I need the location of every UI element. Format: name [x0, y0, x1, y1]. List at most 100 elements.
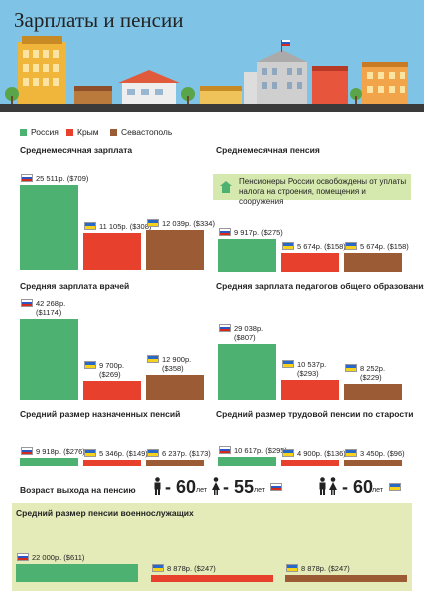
bar-russia: [20, 318, 78, 400]
bar-value-label: 3 450р. ($96): [360, 449, 405, 458]
flag-ukraine-icon: [345, 449, 357, 457]
bar-value-label: ($229): [360, 373, 382, 383]
house-icon: [220, 181, 232, 193]
bar-value-label: 4 900р. ($136): [297, 449, 346, 458]
bar-value-label: ($807): [234, 333, 256, 343]
flag-russia-icon: [219, 227, 231, 236]
flag-russia-icon: [219, 446, 231, 455]
bar-value-label: 8 878р. ($247): [301, 563, 350, 573]
bar-crimea: [151, 574, 273, 582]
bar-value-label: 6 237р. ($173): [162, 449, 211, 458]
bar-value-label: 9 700р.: [99, 361, 125, 371]
flag-ukraine-icon: [84, 221, 96, 230]
retirement-unit: лет: [196, 487, 207, 494]
bar-value-label: 12 900р.: [162, 355, 192, 365]
bar-value-label: 11 105р. ($308): [99, 221, 152, 231]
female-icon: [212, 477, 220, 495]
legend-label: Крым: [77, 127, 99, 137]
retirement-russia-female-number: 55: [234, 477, 255, 497]
bar-value-label: 22 000р. ($611): [32, 552, 85, 562]
bar-crimea: [281, 379, 339, 400]
bar-sevastopol: [146, 229, 204, 270]
bar-value-label: 8 252р.: [360, 364, 386, 374]
flag-russia-icon: [21, 446, 33, 455]
retirement-unit: лет: [372, 487, 383, 494]
bar-sevastopol: [344, 384, 402, 400]
flag-ukraine-icon: [282, 449, 294, 457]
bar-value-label: 5 346р. ($149): [99, 449, 148, 458]
female-icon: [329, 477, 337, 495]
bar-russia: [20, 457, 78, 466]
legend-swatch: [110, 128, 117, 136]
chart-title: Среднемесячная пенсия: [216, 145, 320, 155]
retirement-russia-male-number: 60: [176, 477, 197, 497]
retirement-unit: лет: [254, 487, 265, 494]
bar-crimea: [281, 252, 339, 272]
chart-title: Средний размер трудовой пенсии по старос…: [216, 409, 414, 419]
bar-crimea: [83, 460, 141, 466]
flag-ukraine-icon: [345, 241, 357, 250]
flag-ukraine-icon: [389, 483, 401, 491]
male-icon: [154, 477, 161, 495]
retirement-heading: Возраст выхода на пенсию: [20, 485, 136, 495]
header-ground: [0, 104, 424, 112]
legend-crimea: Крым: [66, 127, 99, 137]
chart-title: Средний размер пенсии военнослужащих: [16, 508, 194, 518]
bar-value-label: 8 878р. ($247): [167, 563, 216, 573]
flag-ukraine-icon: [152, 563, 164, 572]
bar-russia: [16, 563, 138, 582]
flag-ukraine-icon: [345, 364, 357, 373]
chart-title: Средняя зарплата врачей: [20, 281, 130, 291]
bar-value-label: ($358): [162, 364, 184, 374]
bar-value-label: 5 674р. ($158): [297, 241, 346, 251]
bar-value-label: 42 268р.: [36, 298, 66, 308]
chart-title: Средний размер назначенных пенсий: [20, 409, 181, 419]
flag-ukraine-icon: [147, 218, 159, 227]
bar-value-label: 9 917р. ($275): [234, 227, 283, 237]
bar-value-label: ($293): [297, 368, 319, 378]
legend-swatch: [66, 128, 73, 136]
flag-russia-icon: [219, 324, 231, 333]
bar-value-label: 29 038р.: [234, 324, 264, 334]
tax-note: Пенсионеры России освобождены от уплаты …: [213, 174, 411, 206]
bar-value-label: ($269): [99, 370, 121, 380]
flag-russia-icon: [21, 173, 33, 182]
flag-ukraine-icon: [84, 449, 96, 457]
city-illustration: [5, 36, 408, 104]
bar-value-label: 10 617р. ($295): [234, 446, 287, 456]
retirement-ukraine-number: 60: [353, 477, 374, 497]
flag-ukraine-icon: [286, 563, 298, 572]
retirement-russia-male-value: - 60: [165, 477, 197, 497]
bar-sevastopol: [285, 574, 407, 582]
flag-russia-icon: [17, 552, 29, 561]
bar-sevastopol: [146, 375, 204, 400]
retirement-russia-female-value: - 55: [223, 477, 255, 497]
flag-russia-icon: [21, 298, 33, 307]
bar-russia: [218, 238, 276, 272]
bar-sevastopol: [146, 460, 204, 466]
tax-note-text: Пенсионеры России освобождены от уплаты …: [239, 177, 407, 206]
bar-sevastopol: [344, 252, 402, 272]
legend-label: Севастополь: [121, 127, 173, 137]
flag-ukraine-icon: [84, 361, 96, 370]
legend-sevastopol: Севастополь: [110, 127, 172, 137]
bar-value-label: ($1174): [36, 307, 62, 317]
flag-ukraine-icon: [282, 241, 294, 250]
bar-russia: [218, 344, 276, 400]
bar-crimea: [281, 460, 339, 466]
bar-sevastopol: [344, 460, 402, 466]
flag-russia-icon: [270, 483, 282, 491]
bar-value-label: 5 674р. ($158): [360, 241, 409, 251]
bar-value-label: 25 511р. ($709): [36, 173, 89, 183]
bar-value-label: 9 918р. ($276): [36, 446, 85, 456]
bar-value-label: 10 537р.: [297, 359, 327, 369]
bar-crimea: [83, 232, 141, 270]
legend-swatch: [20, 128, 27, 136]
male-icon: [319, 477, 326, 495]
bar-russia: [218, 457, 276, 466]
legend-russia: Россия: [20, 127, 59, 137]
chart-title: Среднемесячная зарплата: [20, 145, 133, 155]
bar-value-label: 12 039р. ($334): [162, 218, 215, 228]
flag-ukraine-icon: [282, 359, 294, 368]
